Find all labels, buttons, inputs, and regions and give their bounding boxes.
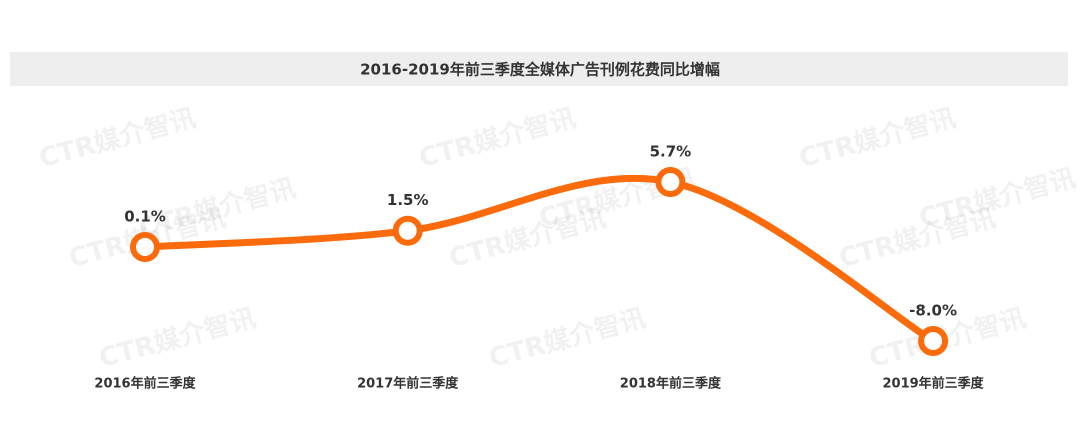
watermark: CTR媒介智讯: [96, 303, 259, 374]
x-tick-label: 2016年前三季度: [94, 376, 196, 392]
chart-title: 2016-2019年前三季度全媒体广告刊例花费同比增幅: [360, 61, 720, 79]
watermark: CTR媒介智讯: [916, 163, 1079, 234]
value-label: -8.0%: [909, 302, 957, 320]
watermark: CTR媒介智讯: [796, 103, 959, 174]
point: [392, 215, 423, 246]
point: [918, 326, 949, 356]
point: [655, 167, 686, 197]
point: [130, 231, 160, 262]
value-label: 1.5%: [387, 191, 429, 209]
title-bar: [10, 52, 1068, 86]
watermark: CTR媒介智讯: [416, 103, 579, 174]
x-tick-label: 2017年前三季度: [357, 376, 459, 392]
value-label: 0.1%: [124, 207, 166, 225]
line: [141, 174, 937, 345]
value-label: 5.7%: [650, 143, 692, 161]
watermark: CTR媒介智讯: [486, 303, 649, 374]
x-tick-label: 2018年前三季度: [620, 376, 722, 392]
x-tick-label: 2019年前三季度: [883, 376, 985, 392]
watermark: CTR媒介智讯: [36, 103, 199, 174]
